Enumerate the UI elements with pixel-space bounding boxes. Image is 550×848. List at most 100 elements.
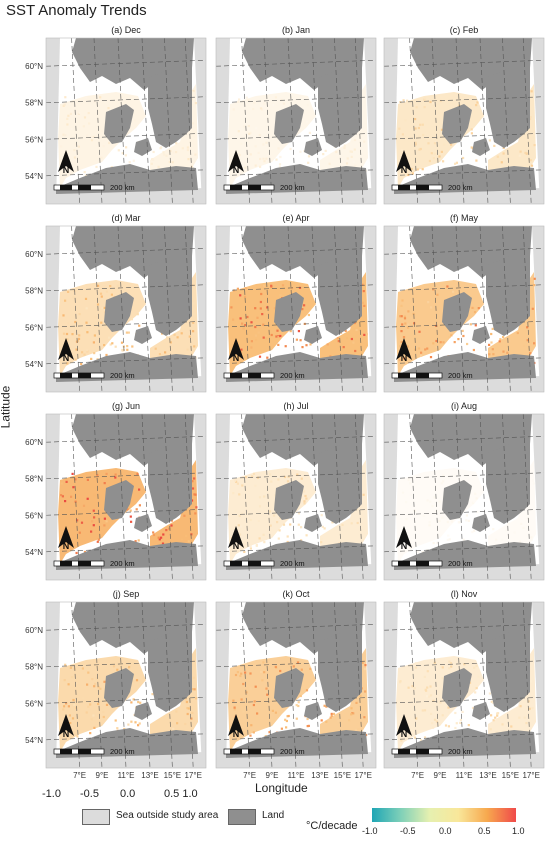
land-jutland: [104, 104, 134, 144]
colorbar-ticks: -1.0 -0.5 0.0 0.5 1.0: [362, 826, 532, 838]
scale-bar: 200 km: [53, 371, 135, 380]
svg-text:N: N: [63, 541, 70, 551]
panel-label: (h) Jul: [283, 401, 308, 411]
scale-bar-label: 200 km: [448, 183, 473, 192]
north-arrow-icon: N: [58, 526, 74, 551]
colorbar-tick: -1.0: [362, 826, 378, 836]
colorbar-tick: 0.5: [478, 826, 491, 836]
longitude-tick-label: 17°E: [354, 771, 371, 780]
longitude-tick-label: 9°E: [266, 771, 279, 780]
longitude-tick-label: 9°E: [96, 771, 109, 780]
svg-text:N: N: [63, 729, 70, 739]
study-area-sea: [228, 272, 368, 376]
graticule: [216, 226, 376, 392]
panel-frame: [215, 413, 377, 581]
north-arrow-icon: N: [58, 714, 74, 739]
longitude-tick-label: 7°E: [73, 771, 86, 780]
graticule: [216, 38, 376, 204]
north-arrow-icon: N: [58, 338, 74, 363]
map-panel: (a) Dec N 200 km 60°N 58°N 56°N 54°N: [25, 25, 207, 205]
latitude-tick-label: 58°N: [25, 99, 43, 108]
land-sweden: [486, 434, 530, 524]
figure-title: SST Anomaly Trends: [6, 2, 147, 19]
land-jutland: [104, 480, 134, 520]
panel-label: (a) Dec: [111, 25, 141, 35]
land-sweden: [318, 622, 362, 712]
sea-outside-area: [532, 414, 544, 580]
longitude-tick-label: 17°E: [184, 771, 201, 780]
map-panel: (k) Oct N 200 km 7°E 9°E 11°E 13°E 15°E 17°E: [215, 589, 377, 780]
longitude-tick-label: 9°E: [434, 771, 447, 780]
panel-label: (b) Jan: [282, 25, 310, 35]
sea-outside-area: [216, 602, 230, 768]
graticule: [46, 38, 206, 204]
land-jutland: [442, 104, 472, 144]
latitude-tick-label: 58°N: [25, 475, 43, 484]
land-sweden: [486, 246, 530, 336]
map-panel: (e) Apr N 200 km: [215, 213, 377, 393]
land-jutland: [104, 292, 134, 332]
legend-sea-swatch: [82, 809, 110, 825]
longitude-tick-label: 11°E: [288, 771, 305, 780]
panel-frame: [215, 37, 377, 205]
north-arrow-icon: N: [396, 150, 412, 175]
study-area-sea: [58, 648, 198, 752]
sea-outside-area: [364, 38, 376, 204]
land-sweden: [148, 434, 192, 524]
svg-text:N: N: [233, 165, 240, 175]
panel-label: (f) May: [450, 213, 478, 223]
panel-frame: [383, 413, 545, 581]
panel-label: (k) Oct: [283, 589, 310, 599]
latitude-tick-label: 60°N: [25, 626, 43, 635]
longitude-tick-label: 11°E: [118, 771, 135, 780]
stray-scale-labels: -1.0 -0.5 0.0 0.5 1.0: [42, 788, 242, 802]
land-jutland: [442, 668, 472, 708]
scale-bar-label: 200 km: [280, 747, 305, 756]
scale-bar: 200 km: [391, 371, 473, 380]
north-arrow-icon: N: [396, 338, 412, 363]
land-sweden: [318, 246, 362, 336]
panel-frame: [383, 225, 545, 393]
latitude-tick-label: 60°N: [25, 250, 43, 259]
longitude-tick-label: 13°E: [311, 771, 328, 780]
graticule: [46, 414, 206, 580]
north-arrow-icon: N: [228, 714, 244, 739]
land-jutland: [442, 292, 472, 332]
scale-bar-label: 200 km: [110, 183, 135, 192]
map-panel: (b) Jan N 200 km: [215, 25, 377, 205]
north-arrow-icon: N: [228, 526, 244, 551]
scale-bar-label: 200 km: [280, 371, 305, 380]
panel-label: (j) Sep: [113, 589, 140, 599]
land-jutland: [442, 480, 472, 520]
stray-scale-label: -1.0: [42, 788, 61, 800]
scale-bar: 200 km: [391, 559, 473, 568]
panel-label: (d) Mar: [112, 213, 141, 223]
sea-outside-area: [532, 226, 544, 392]
sea-outside-area: [384, 226, 398, 392]
sea-outside-area: [46, 602, 60, 768]
scale-bar: 200 km: [391, 183, 473, 192]
latitude-tick-label: 58°N: [25, 663, 43, 672]
map-panel: (d) Mar N 200 km 60°N 58°N 56°N 54°N: [25, 213, 207, 393]
stray-scale-label: -0.5: [80, 788, 99, 800]
scale-bar-label: 200 km: [280, 559, 305, 568]
panel-frame: [383, 37, 545, 205]
longitude-axis-label: Longitude: [255, 781, 308, 795]
map-panel: (j) Sep N 200 km 60°N 58°N 56°N 54°N 7°E 9°E 11°E…: [25, 589, 207, 780]
north-arrow-icon: N: [58, 150, 74, 175]
sea-outside-area: [194, 226, 206, 392]
sea-outside-area: [532, 38, 544, 204]
latitude-tick-label: 56°N: [25, 135, 43, 144]
land-jutland: [274, 668, 304, 708]
longitude-tick-label: 15°E: [334, 771, 351, 780]
longitude-tick-label: 15°E: [502, 771, 519, 780]
graticule: [384, 226, 544, 392]
map-panel: (i) Aug N 200 km: [383, 401, 545, 581]
land-sweden: [486, 58, 530, 148]
scale-bar-label: 200 km: [448, 559, 473, 568]
colorbar-gradient: [372, 808, 516, 822]
study-area-sea: [396, 648, 536, 752]
study-area-sea: [58, 460, 198, 564]
north-arrow-icon: N: [396, 526, 412, 551]
panel-label: (e) Apr: [282, 213, 309, 223]
